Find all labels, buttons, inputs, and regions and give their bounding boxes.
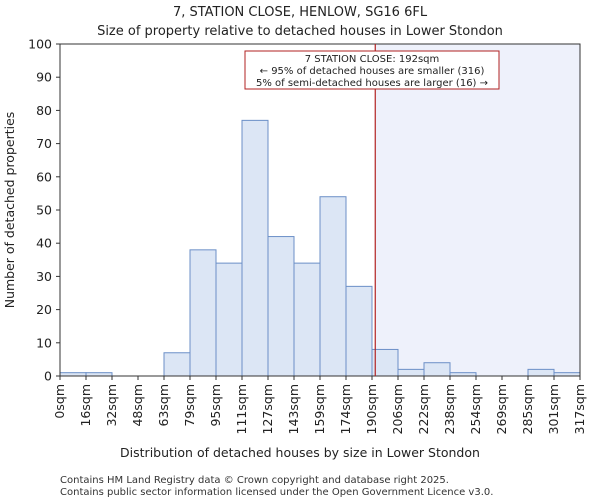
annotation-box-frame [244, 50, 500, 90]
bar-143sqm [293, 262, 321, 377]
bar-190sqm [371, 348, 399, 377]
y-tick-label: 80 [36, 103, 52, 118]
bar-95sqm [215, 262, 243, 377]
x-tick-label: 285sqm [520, 384, 535, 434]
x-tick-label: 16sqm [78, 384, 93, 427]
x-tick-label: 269sqm [494, 384, 509, 434]
bar-206sqm [397, 368, 425, 377]
bar-127sqm [267, 236, 295, 377]
bar-63sqm [163, 352, 191, 377]
y-tick-label: 30 [36, 269, 52, 284]
y-axis-label: Number of detached properties [2, 112, 17, 309]
y-tick-label: 10 [36, 335, 52, 350]
footer-line-1: Contains HM Land Registry data © Crown c… [60, 475, 449, 486]
y-tick-label: 0 [44, 369, 52, 384]
x-tick-label: 143sqm [286, 384, 301, 434]
bar-79sqm [189, 249, 217, 377]
y-tick-label: 60 [36, 169, 52, 184]
x-tick-label: 32sqm [104, 384, 119, 427]
y-tick-label: 90 [36, 70, 52, 85]
chart-subtitle: Size of property relative to detached ho… [97, 24, 503, 39]
x-tick-label: 301sqm [546, 384, 561, 434]
x-tick-label: 222sqm [416, 384, 431, 434]
bar-222sqm [423, 362, 451, 377]
x-tick-label: 48sqm [130, 384, 145, 427]
x-tick-label: 238sqm [442, 384, 457, 434]
annotation-line-1: 7 STATION CLOSE: 192sqm [305, 54, 440, 65]
x-tick-label: 111sqm [234, 384, 249, 434]
annotation-box: 7 STATION CLOSE: 192sqm ← 95% of detache… [244, 50, 500, 90]
y-tick-label: 40 [36, 236, 52, 251]
chart-title: 7, STATION CLOSE, HENLOW, SG16 6FL [173, 5, 428, 20]
x-tick-label: 127sqm [260, 384, 275, 434]
x-tick-label: 79sqm [182, 384, 197, 427]
x-tick-label: 174sqm [338, 384, 353, 434]
bar-159sqm [319, 196, 347, 377]
footer-line-2: Contains public sector information licen… [60, 487, 493, 498]
y-tick-label: 100 [28, 37, 52, 52]
x-tick-label: 0sqm [52, 384, 67, 419]
x-tick-label: 63sqm [156, 384, 171, 427]
y-tick-label: 20 [36, 302, 52, 317]
bars [59, 119, 581, 377]
x-tick-label: 254sqm [468, 384, 483, 434]
bar-174sqm [345, 285, 373, 377]
y-tick-label: 70 [36, 136, 52, 151]
x-tick-label: 159sqm [312, 384, 327, 434]
x-tick-label: 190sqm [364, 384, 379, 434]
annotation-line-2: ← 95% of detached houses are smaller (31… [260, 66, 485, 77]
bar-285sqm [527, 368, 555, 377]
annotation-line-3: 5% of semi-detached houses are larger (1… [256, 78, 488, 89]
x-tick-label: 317sqm [572, 384, 587, 434]
y-tick-label: 50 [36, 203, 52, 218]
x-axis-label: Distribution of detached houses by size … [120, 445, 480, 460]
larger-region-shade [375, 44, 580, 376]
y-ticks: 0 10 20 30 40 50 60 70 80 90 100 [28, 37, 60, 384]
x-ticks: 0sqm 16sqm 32sqm 48sqm 63sqm 79sqm 95sqm 111sqm… [52, 376, 587, 434]
bar-111sqm [241, 119, 269, 377]
x-tick-label: 95sqm [208, 384, 223, 427]
x-tick-label: 206sqm [390, 384, 405, 434]
